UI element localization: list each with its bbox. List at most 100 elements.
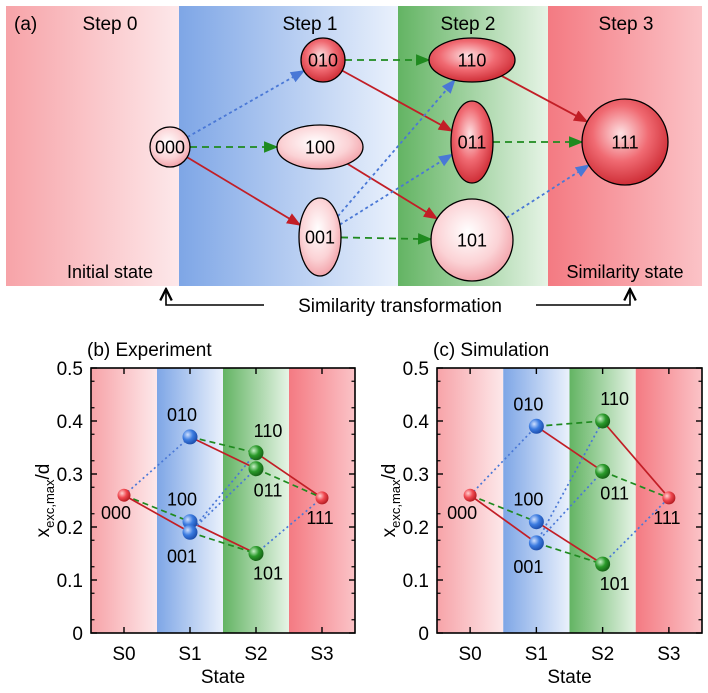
simulation-edge-010-011 [535,425,604,473]
experiment-edge-110-111 [255,452,323,499]
experiment-plot-frame [90,367,356,634]
diagram-node-000 [149,126,191,168]
simulation-point-label-111: 111 [653,508,680,528]
simulation-point-000 [463,488,477,502]
experiment-edge-011-111 [255,467,323,499]
simulation-ytick-label: 0.4 [403,412,430,433]
experiment-xtick-label-S2: S2 [244,644,267,665]
experiment-edge-010-110 [189,436,257,454]
simulation-point-label-001: 001 [513,557,543,577]
simulation-edge-101-111 [602,497,670,565]
simulation-point-label-000: 000 [447,503,477,523]
simulation-xtick-label-S2: S2 [591,644,614,665]
simulation-edge-110-111 [601,420,670,499]
chart-experiment: 000 010 100 001 110 011 101 111 0 0.1 0.2 0.3 0.4 0.5… [33,340,356,688]
simulation-xlabel: State [547,667,591,688]
experiment-point-label-010: 010 [167,405,197,425]
simulation-edge-011-111 [602,470,670,499]
simulation-band-S2 [569,368,636,633]
experiment-ytick-label: 0.4 [57,412,84,433]
panel-a-label: (a) [14,14,37,35]
diagram-node-001 [298,197,342,277]
step-2-label: Step 2 [441,14,496,35]
experiment-point-label-110: 110 [254,421,283,441]
experiment-edge-001-110 [189,452,257,533]
simulation-plot-frame [436,367,703,634]
experiment-band-S2 [223,368,289,633]
diagram-node-100 [276,124,364,170]
experiment-ytick-label: 0.2 [57,518,83,539]
experiment-edge-001-101 [189,531,257,555]
transform-connector-right [536,289,630,306]
experiment-ytick-label: 0.3 [57,465,83,486]
experiment-edge-101-111 [255,497,323,555]
diagram-node-011 [450,100,494,184]
simulation-ylabel: xexc,max/d [379,464,403,538]
panel-a-nodes: 000 010 100 001 110 011 101 111 [149,37,669,282]
diagram-node-110 [428,37,516,83]
experiment-xlabel: State [201,667,245,688]
experiment-point-label-001: 001 [167,546,197,566]
diagram-edge-110-111 [501,75,589,123]
diagram-node-label-111: 111 [611,133,638,153]
panel-a-diagram: (a) Step 0 Step 1 Step 2 Step 3 000 010 10… [6,6,702,286]
similarity-state-label: Similarity state [566,262,683,282]
diagram-edge-000-010 [186,70,306,138]
simulation-point-100 [528,514,544,530]
simulation-ytick-label: 0 [418,624,429,645]
diagram-edge-101-111 [506,164,591,219]
diagram-node-label-011: 011 [458,133,487,153]
transform-connector-left [166,289,264,306]
experiment-ytick-label: 0 [72,624,83,645]
simulation-xtick-label-S0: S0 [459,644,482,665]
simulation-xtick-label-S3: S3 [657,644,680,665]
simulation-point-label-011: 011 [600,483,629,503]
experiment-point-011 [248,461,264,477]
simulation-edge-000-010 [469,425,537,496]
simulation-point-label-010: 010 [513,394,543,414]
simulation-point-010 [528,418,544,434]
experiment-point-111 [315,491,329,505]
diagram-node-label-000: 000 [155,138,185,158]
simulation-point-011 [595,463,611,479]
experiment-point-label-100: 100 [167,490,197,510]
simulation-edge-100-101 [535,520,604,565]
simulation-point-101 [595,556,611,572]
simulation-point-label-101: 101 [600,574,630,594]
experiment-ylabel: xexc,max/d [33,464,57,538]
experiment-point-000 [117,488,131,502]
experiment-edge-100-101 [189,520,257,555]
similarity-transformation-connector: Similarity transformation [166,289,630,317]
simulation-edge-010-110 [536,420,603,428]
diagram-edge-010-011 [341,69,454,132]
experiment-point-label-011: 011 [254,481,283,501]
simulation-title: (c) Simulation [433,340,549,361]
simulation-point-label-100: 100 [513,490,543,510]
initial-state-label: Initial state [67,262,153,282]
simulation-point-001 [528,535,544,551]
experiment-ytick-label: 0.1 [57,571,83,592]
chart-simulation: 000 010 100 001 110 011 101 111 0 0.1 0.2 0.3 0.4 0.5… [379,340,703,688]
diagram-edge-001-011 [339,153,454,226]
experiment-point-001 [182,524,198,540]
experiment-point-label-101: 101 [253,564,283,584]
simulation-edge-001-110 [535,420,604,544]
simulation-point-111 [662,491,676,505]
experiment-point-010 [182,429,198,445]
experiment-edge-000-001 [123,494,191,534]
simulation-edge-001-011 [535,470,604,544]
simulation-band-S1 [503,368,570,633]
experiment-point-label-000: 000 [101,503,131,523]
experiment-point-label-111: 111 [306,508,333,528]
diagram-node-label-110: 110 [458,51,487,71]
simulation-ytick-label: 0.5 [403,359,429,380]
experiment-point-100 [182,514,198,530]
experiment-edge-010-011 [189,436,257,470]
diagram-edge-000-001 [186,156,302,226]
simulation-edge-000-100 [469,494,537,523]
similarity-transformation-label: Similarity transformation [298,296,502,317]
step-1-label: Step 1 [283,14,338,35]
simulation-xtick-label-S1: S1 [525,644,548,665]
experiment-point-101 [248,546,264,561]
